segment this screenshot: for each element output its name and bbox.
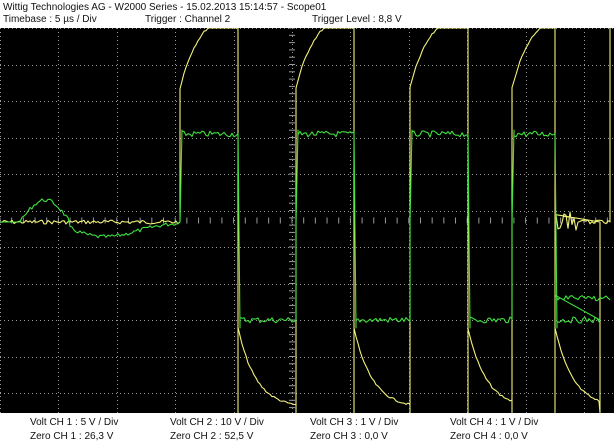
ch4-zero-offset: Zero CH 4 : 0,0 V: [450, 431, 528, 442]
timebase-readout: Timebase : 5 µs / Div: [3, 14, 97, 25]
ch1-zero-offset: Zero CH 1 : 26,3 V: [30, 431, 114, 442]
trigger-level-readout: Trigger Level : 8,8 V: [312, 14, 402, 25]
waveform-display: [0, 28, 614, 413]
scope-header: Wittig Technologies AG - W2000 Series - …: [0, 0, 614, 28]
channel-2-trace: [0, 129, 611, 329]
screen-background: [0, 28, 614, 413]
ch4-volt-per-div: Volt CH 4 : 1 V / Div: [450, 417, 539, 428]
ch3-volt-per-div: Volt CH 3 : 1 V / Div: [310, 417, 399, 428]
trigger-source-readout: Trigger : Channel 2: [145, 14, 231, 25]
ch1-volt-per-div: Volt CH 1 : 5 V / Div: [30, 417, 119, 428]
window-title: Wittig Technologies AG - W2000 Series - …: [3, 2, 327, 13]
oscilloscope-screen[interactable]: [0, 28, 614, 413]
channel-settings-footer: Volt CH 1 : 5 V / Div Zero CH 1 : 26,3 V…: [0, 413, 614, 447]
ch2-volt-per-div: Volt CH 2 : 10 V / Div: [170, 417, 264, 428]
ch2-zero-offset: Zero CH 2 : 52,5 V: [170, 431, 254, 442]
channel-1-trace: [0, 28, 611, 413]
ch3-zero-offset: Zero CH 3 : 0,0 V: [310, 431, 388, 442]
